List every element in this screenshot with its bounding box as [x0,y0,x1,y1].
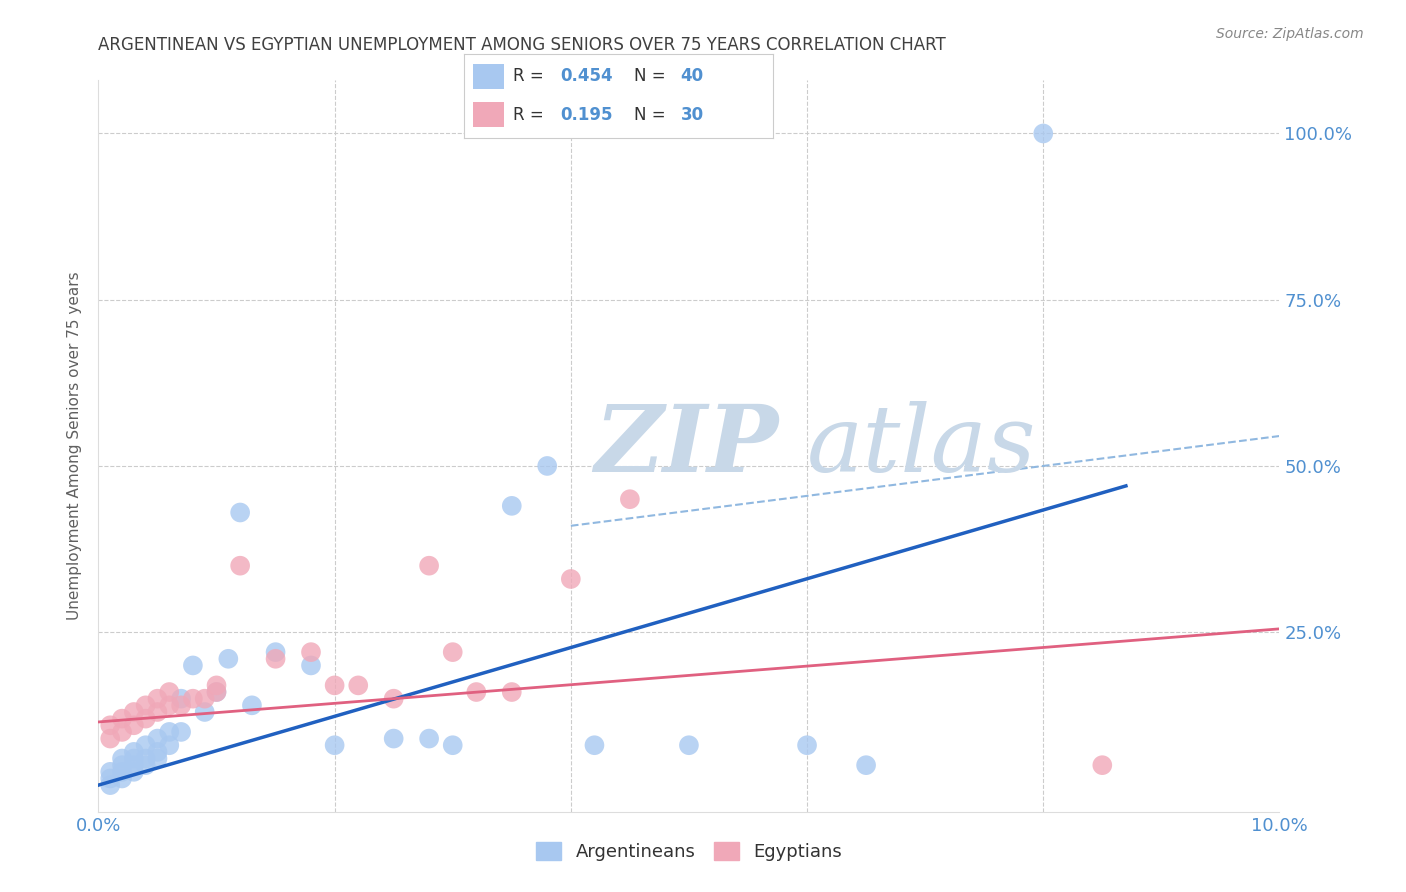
Text: atlas: atlas [807,401,1036,491]
Text: ARGENTINEAN VS EGYPTIAN UNEMPLOYMENT AMONG SENIORS OVER 75 YEARS CORRELATION CHA: ARGENTINEAN VS EGYPTIAN UNEMPLOYMENT AMO… [98,36,946,54]
Point [418,731,440,746]
Point [382,691,405,706]
Text: 0.195: 0.195 [560,105,613,123]
Point [111,758,134,772]
Point [382,731,405,746]
Point [170,698,193,713]
Point [194,691,217,706]
Point [855,758,877,772]
Point [170,691,193,706]
Point [98,778,121,792]
Point [796,738,818,752]
Point [299,658,322,673]
Text: N =: N = [634,68,671,86]
Text: Source: ZipAtlas.com: Source: ZipAtlas.com [1216,27,1364,41]
Point [157,725,180,739]
Legend: Argentineans, Egyptians: Argentineans, Egyptians [529,835,849,869]
Point [111,772,134,786]
Point [264,652,287,666]
Point [205,685,228,699]
Point [240,698,263,713]
Point [122,705,145,719]
Point [122,745,145,759]
Text: R =: R = [513,105,555,123]
Bar [474,102,505,128]
Point [111,712,134,726]
Point [205,678,228,692]
Point [98,764,121,779]
Point [98,731,121,746]
Point [157,738,180,752]
Point [135,712,157,726]
Point [135,758,157,772]
Point [323,678,346,692]
Point [1091,758,1114,772]
Point [229,558,252,573]
Point [111,764,134,779]
Point [418,558,440,573]
Point [194,705,217,719]
Point [98,772,121,786]
Text: ZIP: ZIP [595,401,779,491]
Point [181,658,204,673]
Text: 40: 40 [681,68,703,86]
Point [583,738,606,752]
Point [122,751,145,765]
Point [122,764,145,779]
Point [157,685,180,699]
Text: 30: 30 [681,105,703,123]
Text: R =: R = [513,68,550,86]
Point [229,506,252,520]
Point [619,492,641,507]
Point [323,738,346,752]
Point [146,751,169,765]
Point [98,718,121,732]
Point [441,645,464,659]
Point [501,685,523,699]
Point [146,705,169,719]
Point [217,652,239,666]
Point [205,685,228,699]
Point [170,725,193,739]
Point [501,499,523,513]
Point [264,645,287,659]
Point [146,745,169,759]
Point [135,738,157,752]
Point [111,725,134,739]
Point [135,698,157,713]
Point [560,572,582,586]
Point [536,458,558,473]
Point [122,758,145,772]
Text: N =: N = [634,105,671,123]
Bar [474,63,505,89]
Point [347,678,370,692]
Point [146,691,169,706]
Point [157,698,180,713]
Point [181,691,204,706]
Y-axis label: Unemployment Among Seniors over 75 years: Unemployment Among Seniors over 75 years [67,272,83,620]
Point [122,718,145,732]
Point [111,751,134,765]
Point [678,738,700,752]
Point [465,685,488,699]
Point [441,738,464,752]
Point [299,645,322,659]
Point [146,731,169,746]
Point [135,751,157,765]
Text: 0.454: 0.454 [560,68,613,86]
Point [1032,127,1054,141]
